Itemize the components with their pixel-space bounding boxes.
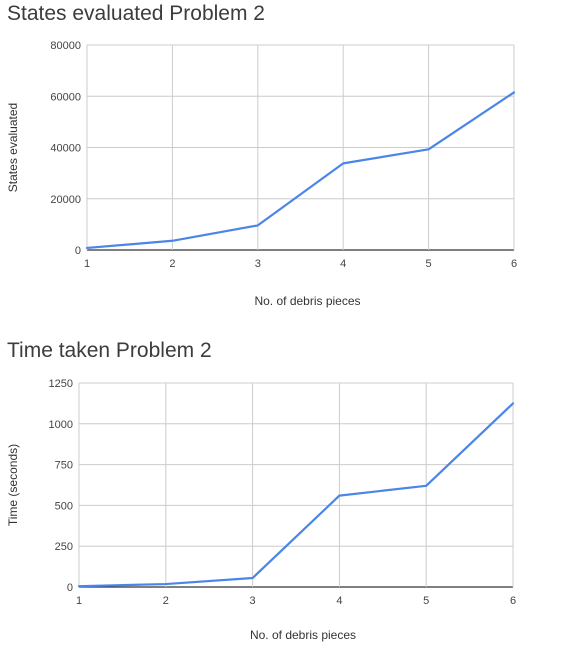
chart1-y-tick-label: 60000 [50, 91, 81, 103]
chart1-x-tick-label: 2 [169, 258, 175, 270]
chart2-x-tick-label: 6 [510, 595, 516, 607]
chart2-x-tick-label: 4 [336, 595, 342, 607]
chart1-y-tick-label: 40000 [50, 143, 81, 155]
chart1-x-tick-label: 1 [84, 258, 90, 270]
chart2-x-tick-label: 1 [76, 595, 82, 607]
chart2-y-tick-label: 0 [67, 582, 73, 594]
chart2-x-tick-label: 5 [423, 595, 429, 607]
chart2-plot: 0 250 500 750 1000 1250 1 2 3 4 5 6 No. of debris pi… [6, 378, 516, 642]
chart1-title: States evaluated Problem 2 [7, 2, 265, 25]
chart1-x-tick-label: 4 [340, 258, 346, 270]
chart1-y-tick-label: 20000 [50, 194, 81, 206]
chart2-x-tick-label: 2 [163, 595, 169, 607]
chart2-y-tick-label: 750 [55, 460, 73, 472]
chart1-plot: 0 20000 40000 60000 80000 1 2 3 4 5 6 No. of debris… [6, 40, 517, 308]
chart1-x-tick-label: 3 [255, 258, 261, 270]
chart1-series-line [85, 91, 516, 250]
chart2-y-tick-label: 1250 [49, 378, 73, 390]
chart2-y-tick-label: 500 [55, 500, 73, 512]
chart2-title: Time taken Problem 2 [7, 339, 212, 362]
chart1-x-axis-label: No. of debris pieces [254, 294, 360, 308]
chart1-y-tick-label: 80000 [50, 40, 81, 52]
chart2-x-tick-label: 3 [250, 595, 256, 607]
chart1-y-tick-label: 0 [75, 245, 81, 257]
chart2-y-tick-label: 1000 [49, 419, 73, 431]
chart2-y-axis-label: Time (seconds) [6, 444, 20, 526]
chart2-x-axis-label: No. of debris pieces [250, 628, 356, 642]
chart2-series-line [77, 402, 515, 588]
chart1-x-tick-label: 6 [511, 258, 517, 270]
chart1-x-tick-label: 5 [426, 258, 432, 270]
chart2-y-tick-label: 250 [55, 541, 73, 553]
chart1-y-axis-label: States evaluated [6, 103, 20, 192]
